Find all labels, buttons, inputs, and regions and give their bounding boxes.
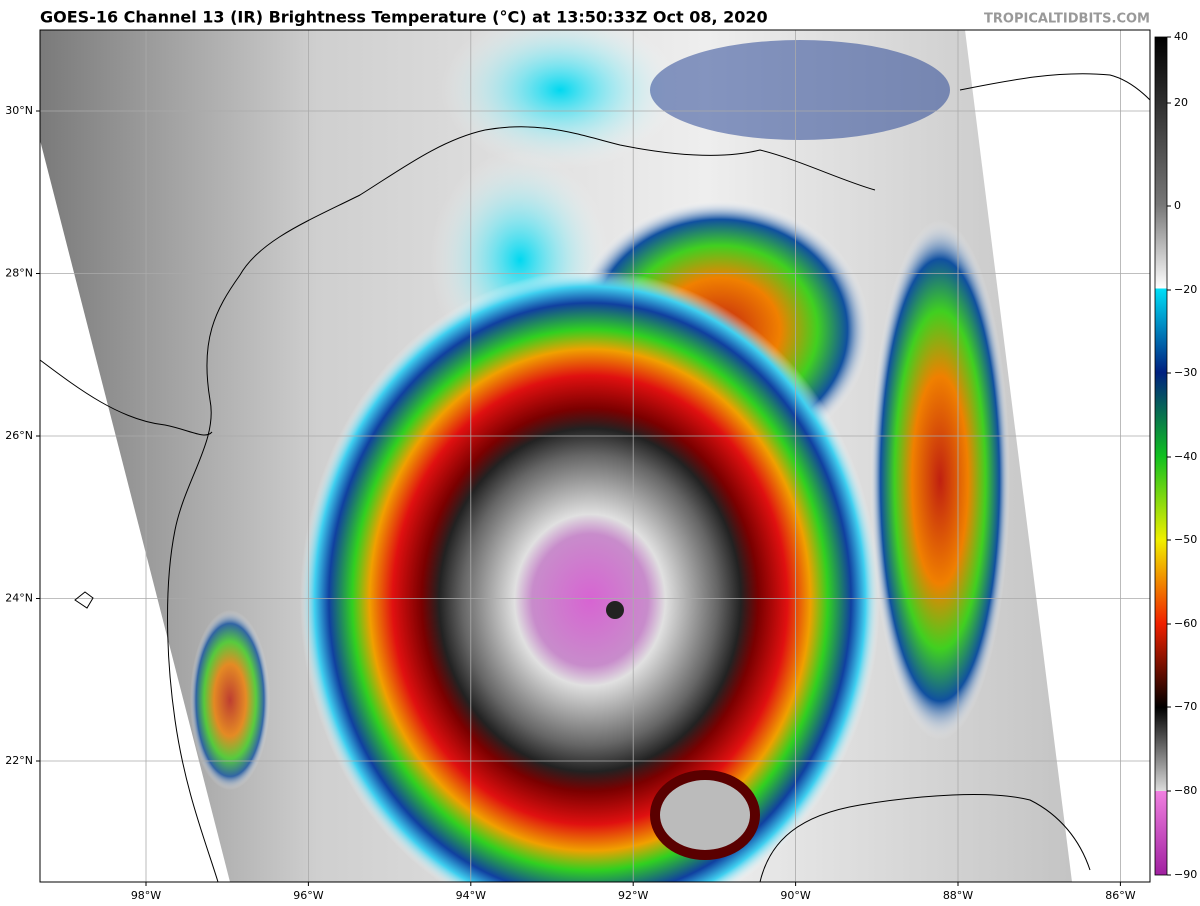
lon-label: 86°W (1105, 889, 1135, 902)
title: GOES-16 Channel 13 (IR) Brightness Tempe… (40, 8, 768, 27)
lon-label: 90°W (780, 889, 810, 902)
map-frame (39, 29, 1151, 883)
colorbar-tick-label: −50 (1174, 533, 1197, 546)
coastlines (39, 73, 1151, 883)
lat-label: 22°N (5, 754, 33, 767)
lon-label: 96°W (293, 889, 323, 902)
lon-label: 98°W (131, 889, 161, 902)
lat-label: 30°N (5, 104, 33, 117)
colorbar-tick-label: 0 (1174, 199, 1181, 212)
colorbar-tick-label: 20 (1174, 96, 1188, 109)
colorbar-tick-label: −60 (1174, 617, 1197, 630)
lat-label: 28°N (5, 267, 33, 280)
lat-label: 26°N (5, 429, 33, 442)
colorbar-tick-label: 40 (1174, 30, 1188, 43)
satellite-image (40, 30, 1150, 882)
source: TROPICALTIDBITS.COM (984, 12, 1150, 27)
graticule: 30°N 28°N 26°N 24°N 22°N 98°W 96°W 94°W 92°W 90°W… (5, 30, 1150, 902)
lon-label: 94°W (456, 889, 486, 902)
colorbar-tick-label: −40 (1174, 450, 1197, 463)
lat-label: 24°N (5, 592, 33, 605)
colorbar-tick-label: −20 (1174, 283, 1197, 296)
colorbar-tick-label: −90 (1174, 868, 1197, 881)
colorbar-scale (1154, 36, 1168, 876)
lon-label: 88°W (943, 889, 973, 902)
lon-label: 92°W (618, 889, 648, 902)
colorbar-ticks: 40 20 0 −20 −30 −40 −50 −60 −70 −80 −90 (1167, 30, 1197, 881)
colorbar-tick-label: −80 (1174, 784, 1197, 797)
colorbar: 40 20 0 −20 −30 −40 −50 −60 −70 −80 −90 (1154, 30, 1197, 881)
colorbar-tick-label: −30 (1174, 366, 1197, 379)
colorbar-tick-label: −70 (1174, 700, 1197, 713)
